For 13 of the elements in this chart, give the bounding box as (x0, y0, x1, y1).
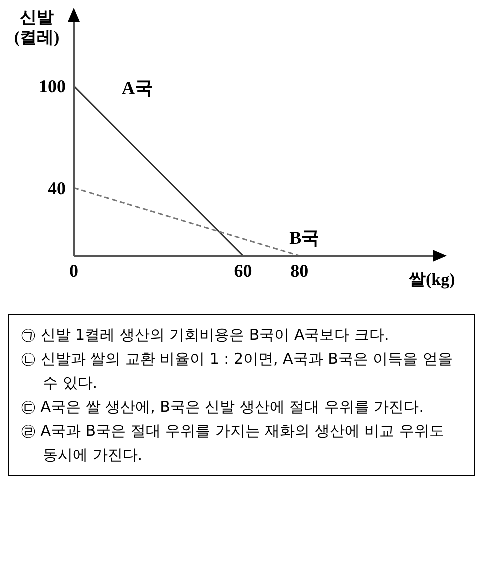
x-tick-label: 60 (234, 260, 252, 281)
text: ㉡ 신발과 쌀의 교환 비율이 1 : 2이면, A국과 B국은 이득을 얻을 수 있다. (21, 349, 454, 394)
y-tick-label: 100 (39, 76, 66, 97)
y-axis-title: 신발 (켤레) (13, 8, 61, 48)
text: ㉢ A국은 쌀 생산에, B국은 신발 생산에 절대 우위를 가진다. (21, 397, 426, 418)
x-axis-title: 쌀(kg) (409, 269, 456, 291)
series-label: B국 (290, 228, 320, 248)
series-label: A국 (122, 78, 153, 98)
text: ㉣ A국과 B국은 절대 우위를 가지는 재화의 생산에 비교 우위도 동시에 가진다. (21, 421, 446, 466)
text: ㉠ 신발 1켤레 생산의 기회비용은 B국이 A국보다 크다. (21, 325, 390, 346)
x-tick-label: 80 (290, 260, 309, 281)
x-tick-label: 0 (70, 260, 78, 281)
y-tick-label: 40 (48, 178, 66, 198)
